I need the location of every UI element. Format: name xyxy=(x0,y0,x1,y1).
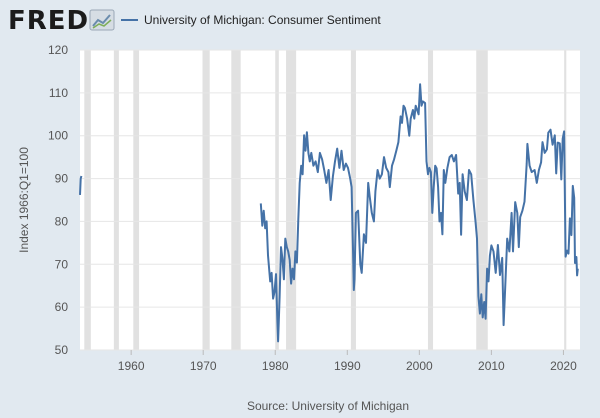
legend-series-name[interactable]: University of Michigan: Consumer Sentime… xyxy=(144,13,381,27)
y-axis-ticks: 50 60 70 80 90 100 110 120 xyxy=(48,43,68,357)
series-line-0-0 xyxy=(79,175,83,195)
y-tick-label: 90 xyxy=(55,172,69,186)
x-tick-label: 2010 xyxy=(478,359,505,373)
y-axis-label: Index 1966:Q1=100 xyxy=(17,147,31,253)
recession-band-3 xyxy=(202,50,210,350)
fred-line-chart-icon[interactable] xyxy=(89,9,115,31)
x-tick-label: 1960 xyxy=(118,359,145,373)
recession-band-1 xyxy=(113,50,119,350)
y-tick-label: 60 xyxy=(55,300,69,314)
x-tick-label: 2000 xyxy=(406,359,433,373)
x-tick-label: 2020 xyxy=(550,359,577,373)
recession-band-4 xyxy=(231,50,241,350)
fred-logo-text[interactable]: FRED xyxy=(8,6,89,36)
recession-band-7 xyxy=(350,50,356,350)
recession-band-9 xyxy=(476,50,488,350)
y-tick-label: 100 xyxy=(48,129,68,143)
recession-band-5 xyxy=(275,50,279,350)
y-tick-label: 50 xyxy=(55,343,69,357)
source-text: Source: University of Michigan xyxy=(247,399,409,413)
series-lines xyxy=(79,83,579,343)
x-axis-ticks: 1960 1970 1980 1990 2000 2010 2020 xyxy=(118,350,577,373)
x-tick-label: 1990 xyxy=(334,359,361,373)
recession-band-2 xyxy=(133,50,140,350)
recession-band-6 xyxy=(286,50,297,350)
x-tick-label: 1970 xyxy=(190,359,217,373)
x-tick-label: 1980 xyxy=(262,359,289,373)
y-tick-label: 110 xyxy=(49,86,68,100)
recession-band-0 xyxy=(84,50,91,350)
y-tick-label: 120 xyxy=(48,43,68,57)
series-line-0-1 xyxy=(259,83,579,343)
y-tick-label: 80 xyxy=(55,214,69,228)
y-tick-label: 70 xyxy=(55,257,69,271)
recession-band-8 xyxy=(427,50,434,350)
